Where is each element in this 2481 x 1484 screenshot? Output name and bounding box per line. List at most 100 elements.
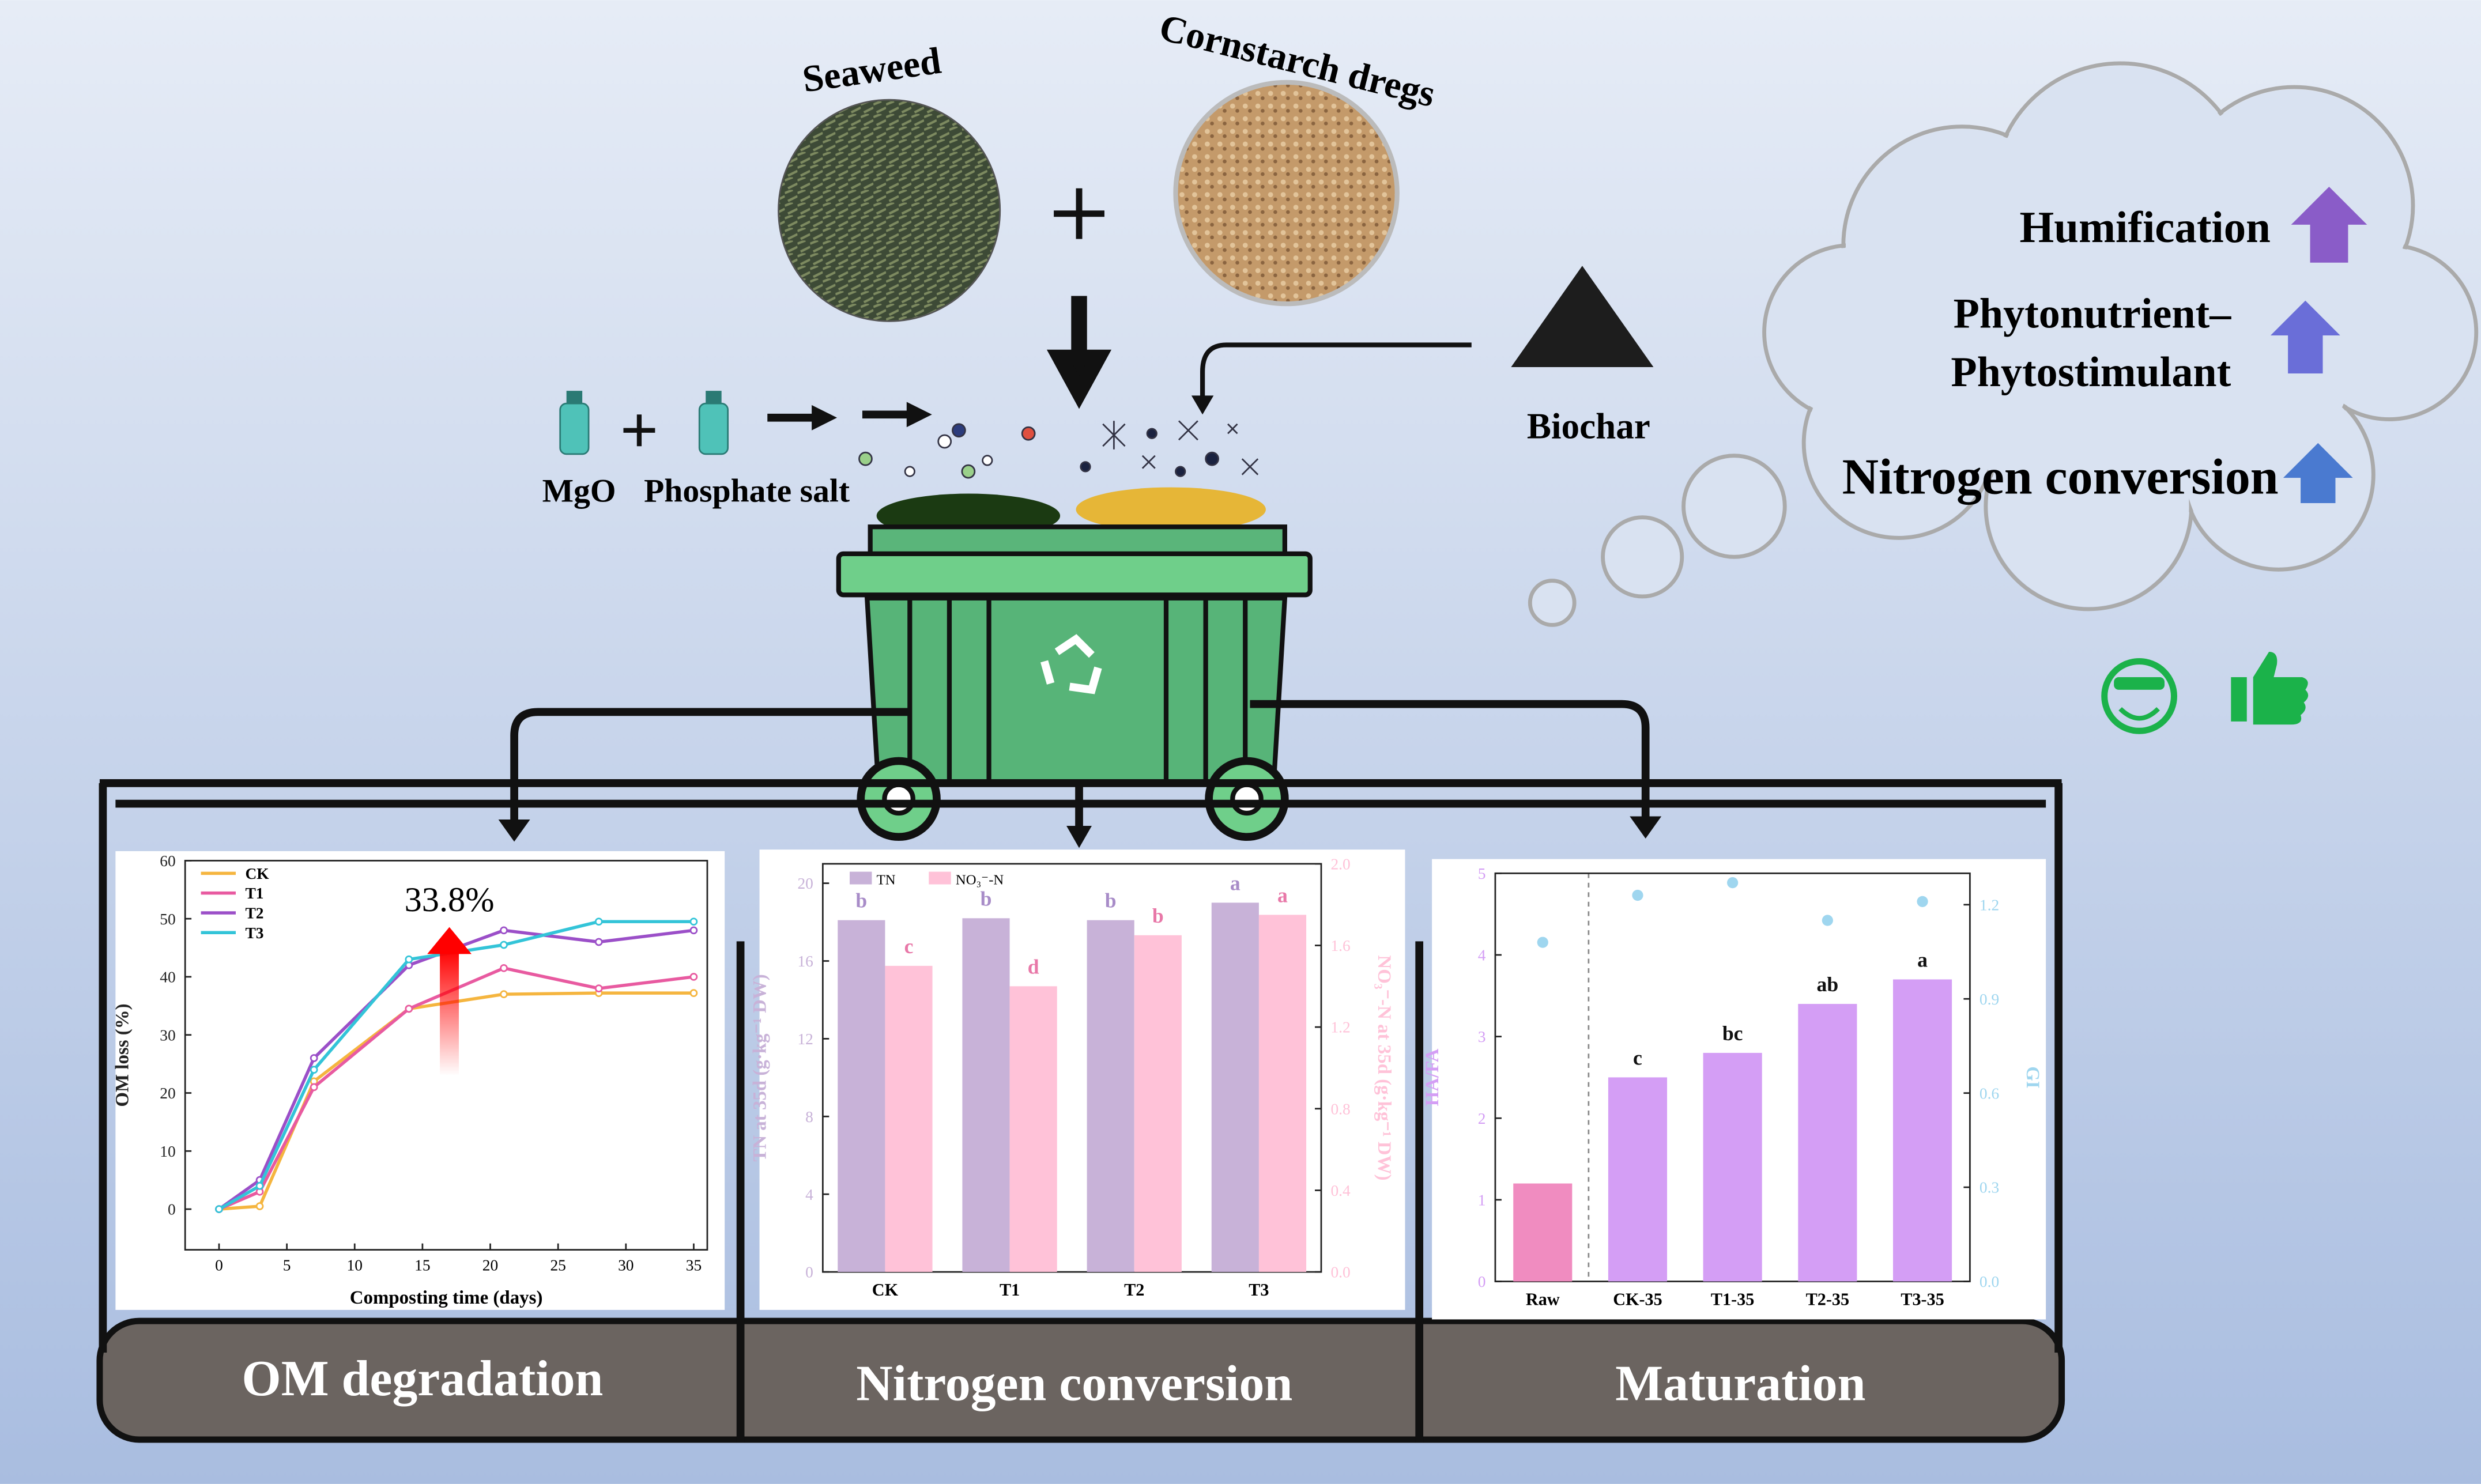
significance-letter: b xyxy=(981,887,992,910)
smiley xyxy=(2101,658,2177,734)
bar xyxy=(962,918,1010,1272)
y-tick-label: 3 xyxy=(1478,1028,1486,1045)
point xyxy=(689,917,698,926)
mgo-label: MgO xyxy=(542,473,616,509)
x-tick-label: 35 xyxy=(686,1256,702,1274)
cloud-bubble xyxy=(1601,515,1684,599)
benefit: Phytostimulant xyxy=(1951,349,2231,396)
plus xyxy=(623,414,655,447)
significance-letter: c xyxy=(904,935,914,958)
particles xyxy=(858,420,1259,479)
recycle-icon xyxy=(1040,634,1102,694)
plot-frame xyxy=(821,863,1322,1273)
cloud-bubble xyxy=(1528,579,1577,627)
biochar-pile xyxy=(1511,266,1654,367)
x-tick-label: CK xyxy=(872,1280,899,1300)
legend-label: TN xyxy=(877,873,896,888)
x-tick-label: 20 xyxy=(482,1256,498,1274)
y-tick-label: 50 xyxy=(160,911,175,928)
plot-frame xyxy=(184,859,708,1251)
significance-letter: ab xyxy=(1817,973,1839,996)
point xyxy=(1632,889,1643,901)
significance-letter: d xyxy=(1028,955,1039,978)
chart: 0 10 20 30 40 50 60 OM loss (%) 0 5 10 15 20 25 30 35 Co… xyxy=(112,852,708,1308)
point xyxy=(255,1181,264,1190)
up-arrow xyxy=(2270,300,2340,373)
y-tick-label: 60 xyxy=(160,852,175,870)
x-tick-label: 25 xyxy=(550,1256,565,1274)
legend-label: NO₃⁻-N xyxy=(956,873,1004,888)
y-tick-label: 0.3 xyxy=(1979,1179,1999,1196)
point xyxy=(405,1005,413,1013)
up-arrow xyxy=(2283,443,2353,504)
y-tick-label: 20 xyxy=(160,1085,175,1102)
x-tick-label: T2-35 xyxy=(1806,1290,1849,1309)
x-tick-label: T1 xyxy=(1000,1280,1020,1300)
y-tick-label: 0.8 xyxy=(1330,1100,1350,1117)
annotation-arrow xyxy=(440,949,459,1076)
y-tick-label: 20 xyxy=(797,875,813,892)
seaweed-photo xyxy=(778,99,1001,322)
x-tick-label: 5 xyxy=(283,1256,291,1274)
y-tick-label: 4 xyxy=(805,1186,813,1203)
point xyxy=(594,984,603,992)
chart-panel xyxy=(115,851,725,1310)
y-tick-label: 0.9 xyxy=(1979,991,1999,1008)
annotation-arrow xyxy=(427,927,472,954)
arrow-head xyxy=(1191,395,1214,415)
y-tick-label: 4 xyxy=(1478,947,1486,964)
thought-cloud xyxy=(1528,61,2479,627)
x-tick-label: 0 xyxy=(215,1256,223,1274)
point xyxy=(405,955,413,964)
x-tick-label: 10 xyxy=(347,1256,363,1274)
x-tick-label: T1-35 xyxy=(1711,1290,1754,1309)
x-tick-label: 15 xyxy=(414,1256,430,1274)
y-tick-label: 30 xyxy=(160,1026,175,1044)
biochar-arrow xyxy=(1200,342,1472,404)
cornstarch-heap xyxy=(1076,487,1266,532)
panel-frame xyxy=(99,779,2063,1443)
y-tick-label: 2.0 xyxy=(1330,855,1350,873)
legend-label: T3 xyxy=(245,924,263,942)
benefit: Humification xyxy=(2019,203,2270,252)
x-tick-label: CK-35 xyxy=(1613,1290,1662,1309)
legend-swatch xyxy=(850,871,872,885)
y-tick-label: 1.6 xyxy=(1330,937,1350,954)
cloud-fill xyxy=(2075,208,2355,488)
point xyxy=(594,917,603,926)
point xyxy=(594,938,603,946)
down-arrow xyxy=(1046,296,1112,409)
cornstarch-photo xyxy=(1173,80,1400,307)
point xyxy=(310,1066,318,1074)
bin-stripes xyxy=(907,598,1248,780)
bar xyxy=(1513,1183,1573,1282)
y-tick-label: 0.0 xyxy=(1979,1273,1999,1290)
y-tick-label: 0.4 xyxy=(1330,1182,1351,1199)
legend-label: CK xyxy=(245,865,269,882)
axis-label: GI xyxy=(2022,1066,2043,1088)
significance-letter: a xyxy=(1230,871,1240,894)
cloud-bubble xyxy=(1681,454,1787,559)
bar xyxy=(838,920,885,1272)
wheel-hub xyxy=(882,782,915,816)
bar xyxy=(1087,920,1134,1272)
point xyxy=(500,990,508,999)
significance-letter: a xyxy=(1277,883,1288,907)
arrows xyxy=(767,410,910,422)
y-tick-label: 40 xyxy=(160,969,175,986)
panel-label: Maturation xyxy=(1615,1355,1865,1411)
biochar-label: Biochar xyxy=(1527,406,1650,446)
y-tick-label: 0.0 xyxy=(1330,1264,1350,1281)
y-tick-label: 0 xyxy=(168,1201,176,1218)
point xyxy=(500,964,508,972)
chart: 0 4 8 12 16 20 TN at 35d (g·kg⁻¹ DW) 0.0 0.4 0.8 1… xyxy=(750,855,1394,1300)
annotation: 33.8% xyxy=(405,881,495,919)
axis-label: HA/FA xyxy=(1422,1048,1443,1106)
significance-letter: b xyxy=(1152,904,1164,927)
axis-label: Composting time (days) xyxy=(350,1287,543,1308)
y-tick-label: 8 xyxy=(805,1108,813,1126)
y-tick-label: 0 xyxy=(805,1264,813,1281)
significance-letter: b xyxy=(1105,889,1117,912)
point xyxy=(1917,896,1928,907)
x-tick-label: T3-35 xyxy=(1901,1290,1944,1309)
